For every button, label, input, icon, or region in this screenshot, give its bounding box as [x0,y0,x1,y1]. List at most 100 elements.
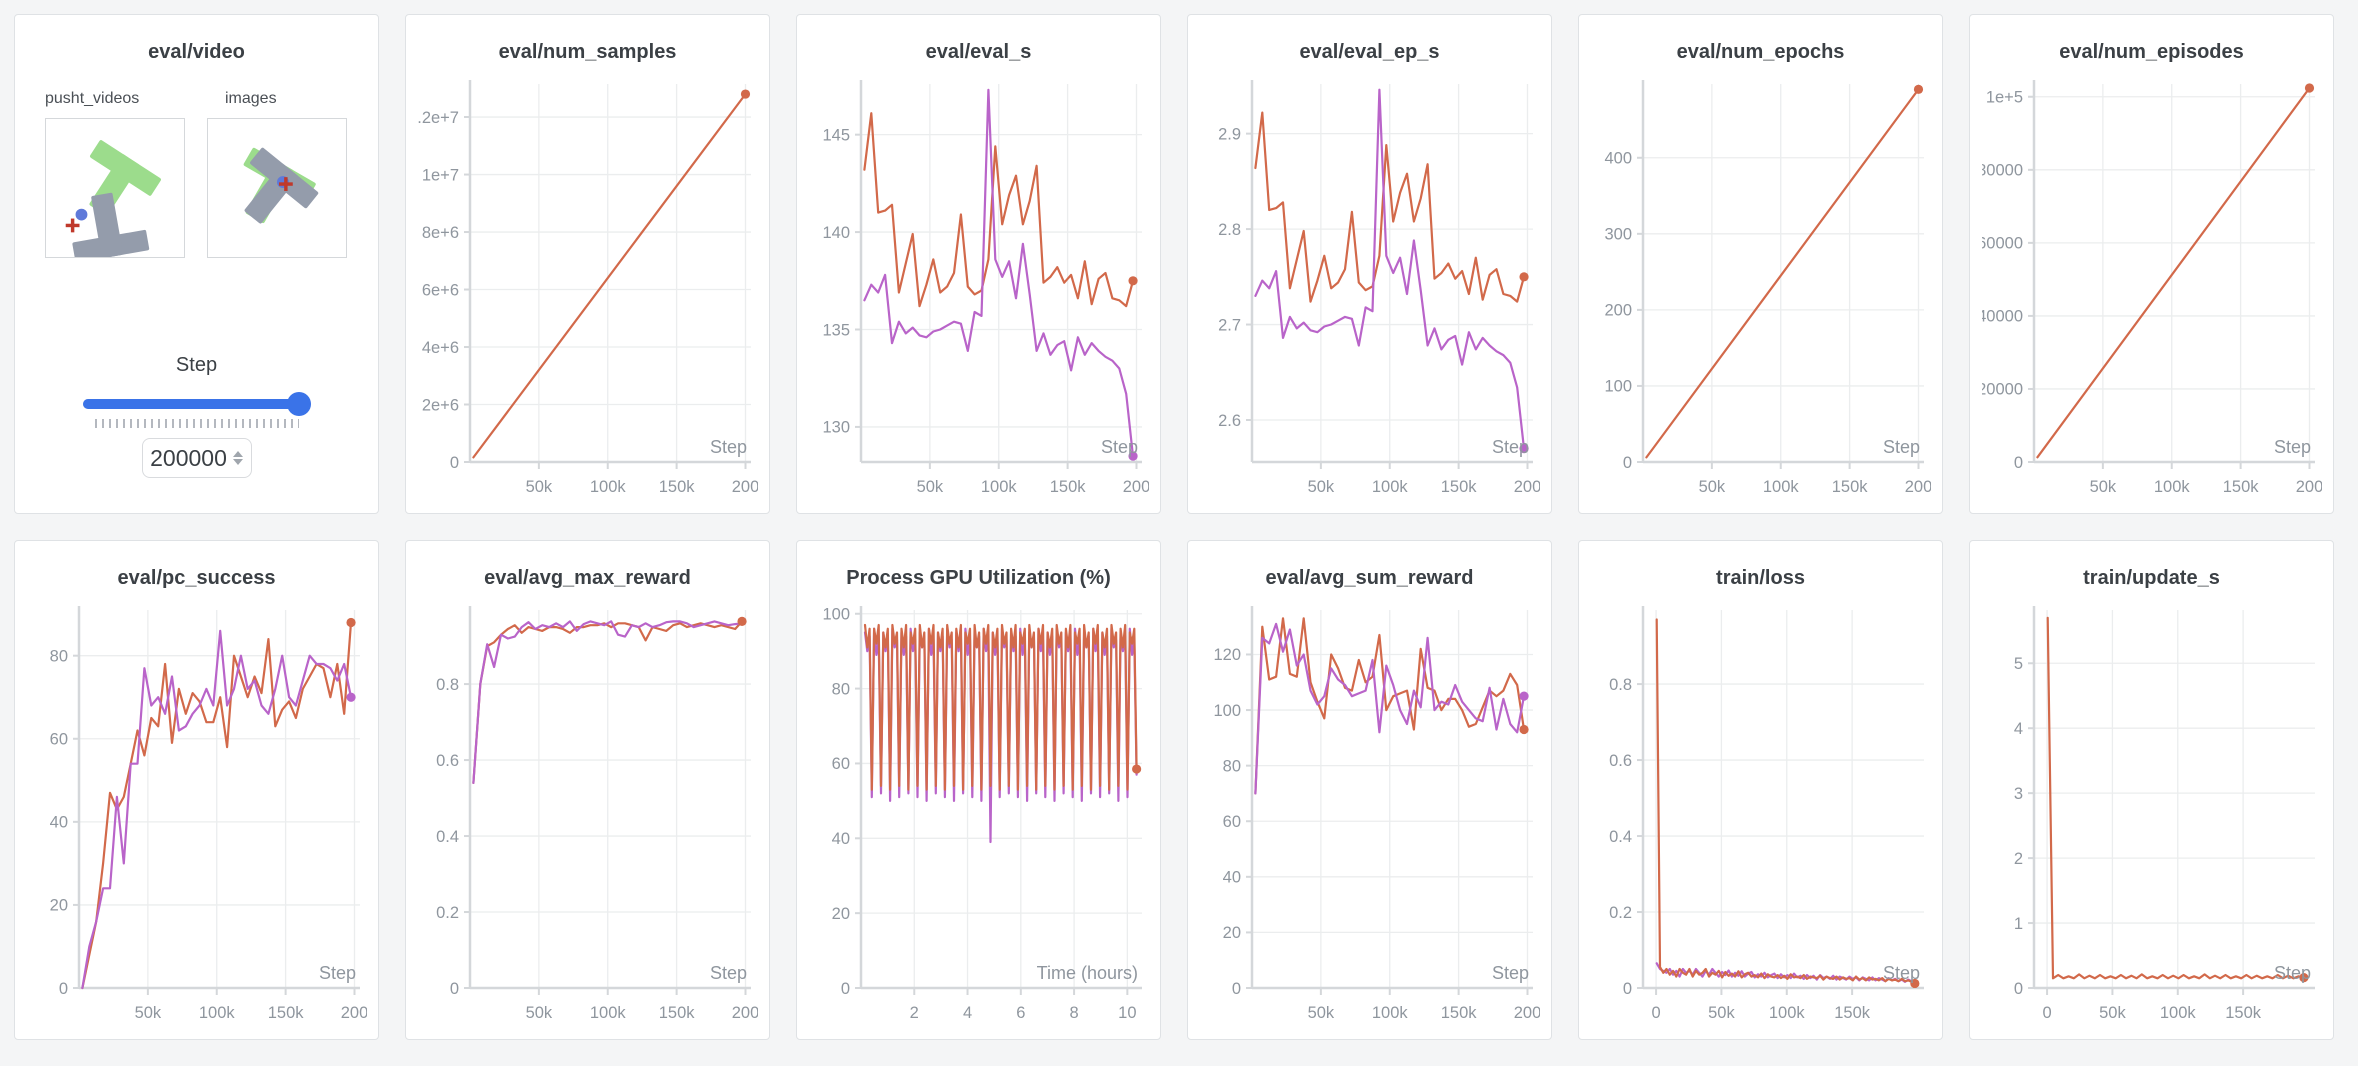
panel-eval-eval_s[interactable]: eval/eval_s 130 135 140 145 50k 100k 150k 200 Ste… [796,14,1161,514]
y-tick-label: 6e+6 [421,281,458,299]
x-tick-label: 150k [267,1004,304,1022]
step-value-input[interactable]: 200000 [141,438,252,478]
x-axis-label: Step [2273,437,2310,457]
x-tick-label: 200 [1513,1004,1539,1022]
series-line-orange [471,620,743,784]
x-axis-label: Step [1100,437,1137,457]
y-tick-label: 0 [1231,980,1240,998]
series-end-dot-orange [1518,724,1529,735]
panel-title: eval/avg_max_reward [484,567,691,589]
panel-eval-num_epochs[interactable]: eval/num_epochs 0 100 200 300 400 50k 100k 150k 2… [1578,14,1943,514]
x-axis-label: Step [1491,963,1528,983]
series-line-purple [471,620,743,784]
y-tick-label: 40 [831,830,849,848]
panel-eval-eval_ep_s[interactable]: eval/eval_ep_s 2.6 2.7 2.8 2.9 50k 100k 150k 200… [1187,14,1552,514]
chart-canvas-eval-pc_success[interactable]: 0 20 40 60 80 50k 100k 150k 200 Step [27,594,367,1034]
y-tick-label: 20 [1222,924,1240,942]
series-end-dot-orange [2304,83,2314,93]
x-tick-label: 50k [1307,1004,1334,1022]
series-end-dot-purple [1518,444,1529,454]
x-axis-label: Step [2273,963,2310,983]
panel-title: Process GPU Utilization (%) [846,567,1111,589]
chart-canvas-eval-num_samples[interactable]: 0 2e+6 4e+6 6e+6 8e+6 1e+7 1.2e+7 50k 100k 150k 20… [418,68,758,508]
y-tick-label: 300 [1604,226,1632,244]
slider-thumb[interactable] [286,392,311,416]
y-tick-label: 0 [1622,980,1631,998]
chart-canvas-eval-eval_ep_s[interactable]: 2.6 2.7 2.8 2.9 50k 100k 150k 200 Step [1200,68,1540,508]
x-tick-label: 150k [1440,478,1477,496]
x-tick-label: 10 [1118,1004,1136,1022]
x-tick-label: 150k [658,478,695,496]
panel-eval-avg_max_reward[interactable]: eval/avg_max_reward 0 0.2 0.4 0.6 0.8 50k 100k 1… [405,540,770,1040]
step-slider[interactable] [82,391,311,417]
y-tick-label: 4 [2013,720,2022,738]
y-tick-label: 1e+5 [1985,89,2022,107]
step-value[interactable]: 200000 [150,444,227,471]
chevron-up-icon[interactable] [232,451,243,457]
panel-train-loss[interactable]: train/loss 0 0.2 0.4 0.6 0.8 0 50k 100k 150k Step [1578,540,1943,1040]
y-tick-label: 0.6 [436,752,459,770]
images-key-label: images [225,90,277,107]
x-tick-label: 150k [1831,478,1868,496]
y-tick-label: 135 [822,321,850,339]
chart-canvas-eval-avg_sum_reward[interactable]: 0 20 40 60 80 100 120 50k 100k 150k 200 Step [1200,594,1540,1034]
y-tick-label: 140 [822,224,850,242]
y-tick-label: 40 [49,814,67,832]
panel-eval-num_episodes[interactable]: eval/num_episodes 0 20000 40000 60000 80000 1e… [1969,14,2334,514]
panel-eval-avg_sum_reward[interactable]: eval/avg_sum_reward 0 20 40 60 80 100 120 50k 100… [1187,540,1552,1040]
panel-eval-pc_success[interactable]: eval/pc_success 0 20 40 60 80 50k 100k 150k 200 St… [14,540,379,1040]
x-tick-label: 50k [916,478,943,496]
x-tick-label: 200 [731,478,757,496]
y-tick-label: 0.4 [436,828,459,846]
chart-canvas-process-gpu-utilization[interactable]: 0 20 40 60 80 100 2 4 6 8 10 Time (hours) [809,594,1149,1034]
y-tick-label: 4e+6 [421,339,458,357]
y-tick-label: 20 [49,897,67,915]
panel-eval-num_samples[interactable]: eval/num_samples 0 2e+6 4e+6 6e+6 8e+6 1e+7 1.2… [405,14,770,514]
x-tick-label: 200 [1122,478,1148,496]
x-tick-label: 4 [962,1004,971,1022]
x-tick-label: 50k [1698,478,1725,496]
x-tick-label: 0 [2042,1004,2051,1022]
chart-canvas-eval-num_epochs[interactable]: 0 100 200 300 400 50k 100k 150k 200 Step [1591,68,1931,508]
chart-canvas-train-update_s[interactable]: 0 1 2 3 4 5 0 50k 100k 150k Step [1982,594,2322,1034]
x-tick-label: 150k [2222,478,2259,496]
y-tick-label: 0 [1622,454,1631,472]
y-tick-label: 5 [2013,655,2022,673]
x-tick-label: 200 [731,1004,757,1022]
chart-canvas-train-loss[interactable]: 0 0.2 0.4 0.6 0.8 0 50k 100k 150k Step [1591,594,1931,1034]
series-line-orange [1655,618,1916,985]
x-tick-label: 200 [340,1004,366,1022]
y-tick-label: 0 [449,980,458,998]
x-tick-label: 50k [1708,1004,1735,1022]
y-tick-label: 0.8 [436,676,459,694]
pusht-video-thumbnail[interactable] [45,118,185,258]
x-axis-label: Step [318,963,355,983]
slider-fill [82,399,299,409]
series-end-dot-orange [2298,973,2308,983]
panel-eval-video[interactable]: eval/video pusht_videos images [14,14,379,514]
series-end-dot-orange [1909,978,1919,989]
panel-title: eval/eval_s [925,41,1032,63]
block-t-shape [72,192,150,257]
panel-process-gpu-utilization[interactable]: Process GPU Utilization (%) 0 20 40 60 80 100 2… [796,540,1161,1040]
panel-train-update_s[interactable]: train/update_s 0 1 2 3 4 5 0 50k 100k 150k Step [1969,540,2334,1040]
y-tick-label: 40 [1222,869,1240,887]
chart-canvas-eval-eval_s[interactable]: 130 135 140 145 50k 100k 150k 200 Step [809,68,1149,508]
y-tick-label: 20000 [1982,381,2023,399]
panel-title: eval/video [148,41,245,63]
chevron-down-icon[interactable] [232,459,243,465]
series-line-orange [2035,86,2311,459]
series-end-dot-orange [1518,272,1529,282]
panel-title: eval/pc_success [117,567,276,589]
y-tick-label: 0 [840,980,849,998]
x-axis-label: Time (hours) [1036,963,1137,983]
chart-canvas-eval-avg_max_reward[interactable]: 0 0.2 0.4 0.6 0.8 50k 100k 150k 200 Step [418,594,758,1034]
chart-canvas-eval-num_episodes[interactable]: 0 20000 40000 60000 80000 1e+5 50k 100k 150k 200 S… [1982,68,2322,508]
y-tick-label: 80 [49,647,67,665]
images-thumbnail[interactable] [207,118,347,258]
x-tick-label: 100k [589,478,626,496]
y-tick-label: 1 [2013,915,2022,933]
panel-title: eval/num_epochs [1676,41,1845,63]
series-end-dot-orange [1131,764,1141,774]
x-tick-label: 100k [980,478,1017,496]
